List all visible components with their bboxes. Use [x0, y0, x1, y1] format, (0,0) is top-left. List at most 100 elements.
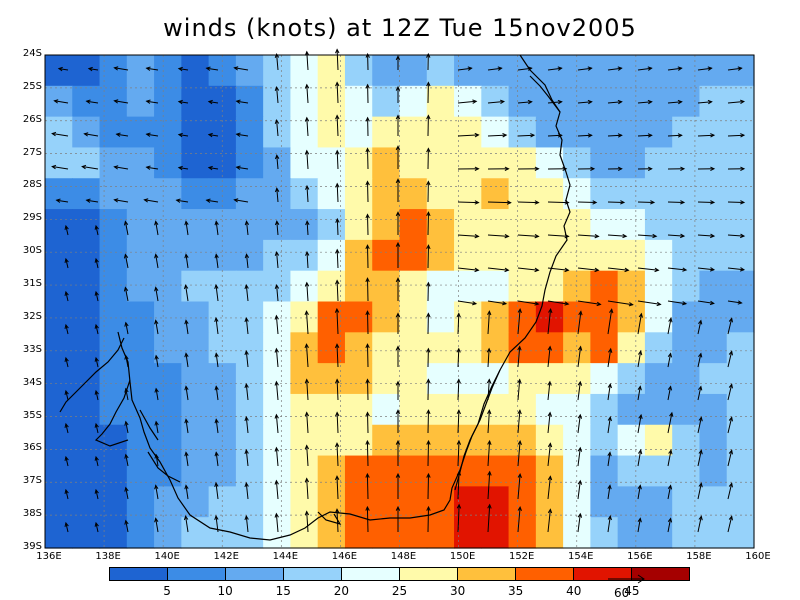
wind-arrow [395, 439, 401, 466]
wind-arrow [85, 198, 99, 203]
wind-arrow [244, 283, 249, 302]
wind-speed-cell [672, 517, 701, 549]
wind-arrow [123, 253, 129, 269]
wind-arrow [487, 439, 492, 467]
wind-arrow [487, 166, 510, 171]
wind-speed-cell [535, 517, 564, 549]
wind-speed-field [45, 55, 755, 549]
wind-arrow [637, 267, 660, 273]
wind-speed-cell [181, 363, 210, 395]
wind-speed-cell [317, 517, 346, 549]
wind-speed-cell [399, 85, 428, 118]
wind-speed-cell [426, 301, 455, 333]
wind-arrow [94, 257, 99, 269]
wind-arrow [727, 317, 733, 335]
wind-arrow [274, 52, 280, 71]
wind-arrow [154, 420, 159, 434]
wind-speed-cell [481, 455, 510, 487]
wind-speed-cell [672, 455, 701, 487]
wind-arrow [727, 300, 743, 305]
wind-speed-cell [672, 178, 701, 210]
wind-arrow [456, 470, 462, 500]
wind-arrow [577, 233, 600, 239]
wind-speed-cell [699, 85, 728, 118]
wind-arrow [577, 66, 593, 71]
wind-speed-cell [508, 455, 537, 487]
wind-speed-cell [399, 55, 428, 87]
wind-arrow [547, 300, 570, 306]
wind-speed-cell [181, 85, 210, 118]
wind-speed-cell [372, 486, 401, 518]
wind-speed-cell [344, 55, 373, 87]
wind-speed-cell [454, 178, 482, 210]
wind-arrow [304, 411, 310, 434]
longitude-label: 146E [331, 551, 358, 562]
wind-arrow [64, 521, 69, 533]
wind-arrow [395, 55, 401, 70]
wind-speed-cell [72, 147, 101, 179]
wind-arrow [727, 66, 743, 71]
wind-arrow [154, 220, 159, 236]
wind-speed-cell [317, 455, 346, 487]
wind-speed-cell [126, 424, 155, 457]
wind-speed-cell [45, 147, 73, 179]
wind-arrow [457, 166, 480, 171]
wind-arrow [457, 300, 478, 306]
wind-speed-cell [426, 332, 455, 364]
wind-speed-cell [617, 517, 646, 549]
wind-speed-cell [317, 209, 346, 241]
wind-arrow [365, 505, 370, 533]
wind-arrow [697, 66, 713, 71]
longitude-label: 156E [627, 551, 653, 562]
wind-arrow [577, 267, 600, 273]
wind-speed-cell [508, 517, 537, 549]
wind-speed-cell [126, 486, 155, 518]
wind-arrow [305, 250, 310, 269]
wind-arrow [637, 133, 653, 138]
wind-speed-cell [426, 517, 455, 549]
wind-speed-cell [481, 424, 510, 457]
wind-speed-cell [399, 486, 428, 518]
wind-speed-cell [399, 147, 428, 179]
wind-speed-cell [72, 363, 101, 395]
colorbar-swatch [574, 568, 632, 580]
wind-speed-cell [481, 85, 510, 118]
wind-speed-cell [208, 147, 237, 179]
wind-speed-cell [126, 209, 155, 241]
wind-arrow [124, 354, 129, 368]
wind-arrow [697, 267, 716, 272]
wind-speed-cell [426, 55, 455, 87]
latitude-label: 39S [22, 541, 42, 552]
wind-speed-cell [317, 239, 346, 272]
wind-speed-cell [126, 116, 155, 149]
wind-arrow [365, 411, 370, 434]
wind-speed-cell [235, 486, 264, 518]
wind-arrow [697, 233, 716, 239]
wind-arrow [274, 512, 279, 533]
wind-speed-cell [126, 270, 155, 303]
wind-speed-cell [617, 116, 646, 149]
wind-arrow [426, 211, 431, 236]
wind-speed-cell [508, 363, 537, 395]
wind-arrow [727, 267, 746, 272]
wind-arrow [667, 166, 686, 172]
wind-arrow [517, 345, 522, 368]
wind-speed-cell [72, 55, 101, 87]
wind-speed-cell [644, 486, 673, 518]
wind-speed-cell [181, 517, 210, 549]
wind-speed-cell [344, 270, 373, 303]
wind-speed-cell [99, 147, 128, 179]
wind-speed-cell [290, 209, 319, 241]
wind-arrow [214, 253, 219, 269]
wind-arrow [395, 114, 401, 136]
wind-arrow [154, 484, 159, 500]
wind-speed-cell [235, 332, 264, 364]
wind-arrow [667, 300, 688, 306]
wind-arrow [143, 198, 159, 203]
wind-speed-cell [235, 147, 264, 179]
colorbar-swatch [400, 568, 458, 580]
wind-speed-cell [644, 55, 673, 87]
wind-speed-cell [290, 147, 319, 179]
wind-arrow [697, 133, 716, 138]
wind-speed-cell [99, 209, 128, 241]
